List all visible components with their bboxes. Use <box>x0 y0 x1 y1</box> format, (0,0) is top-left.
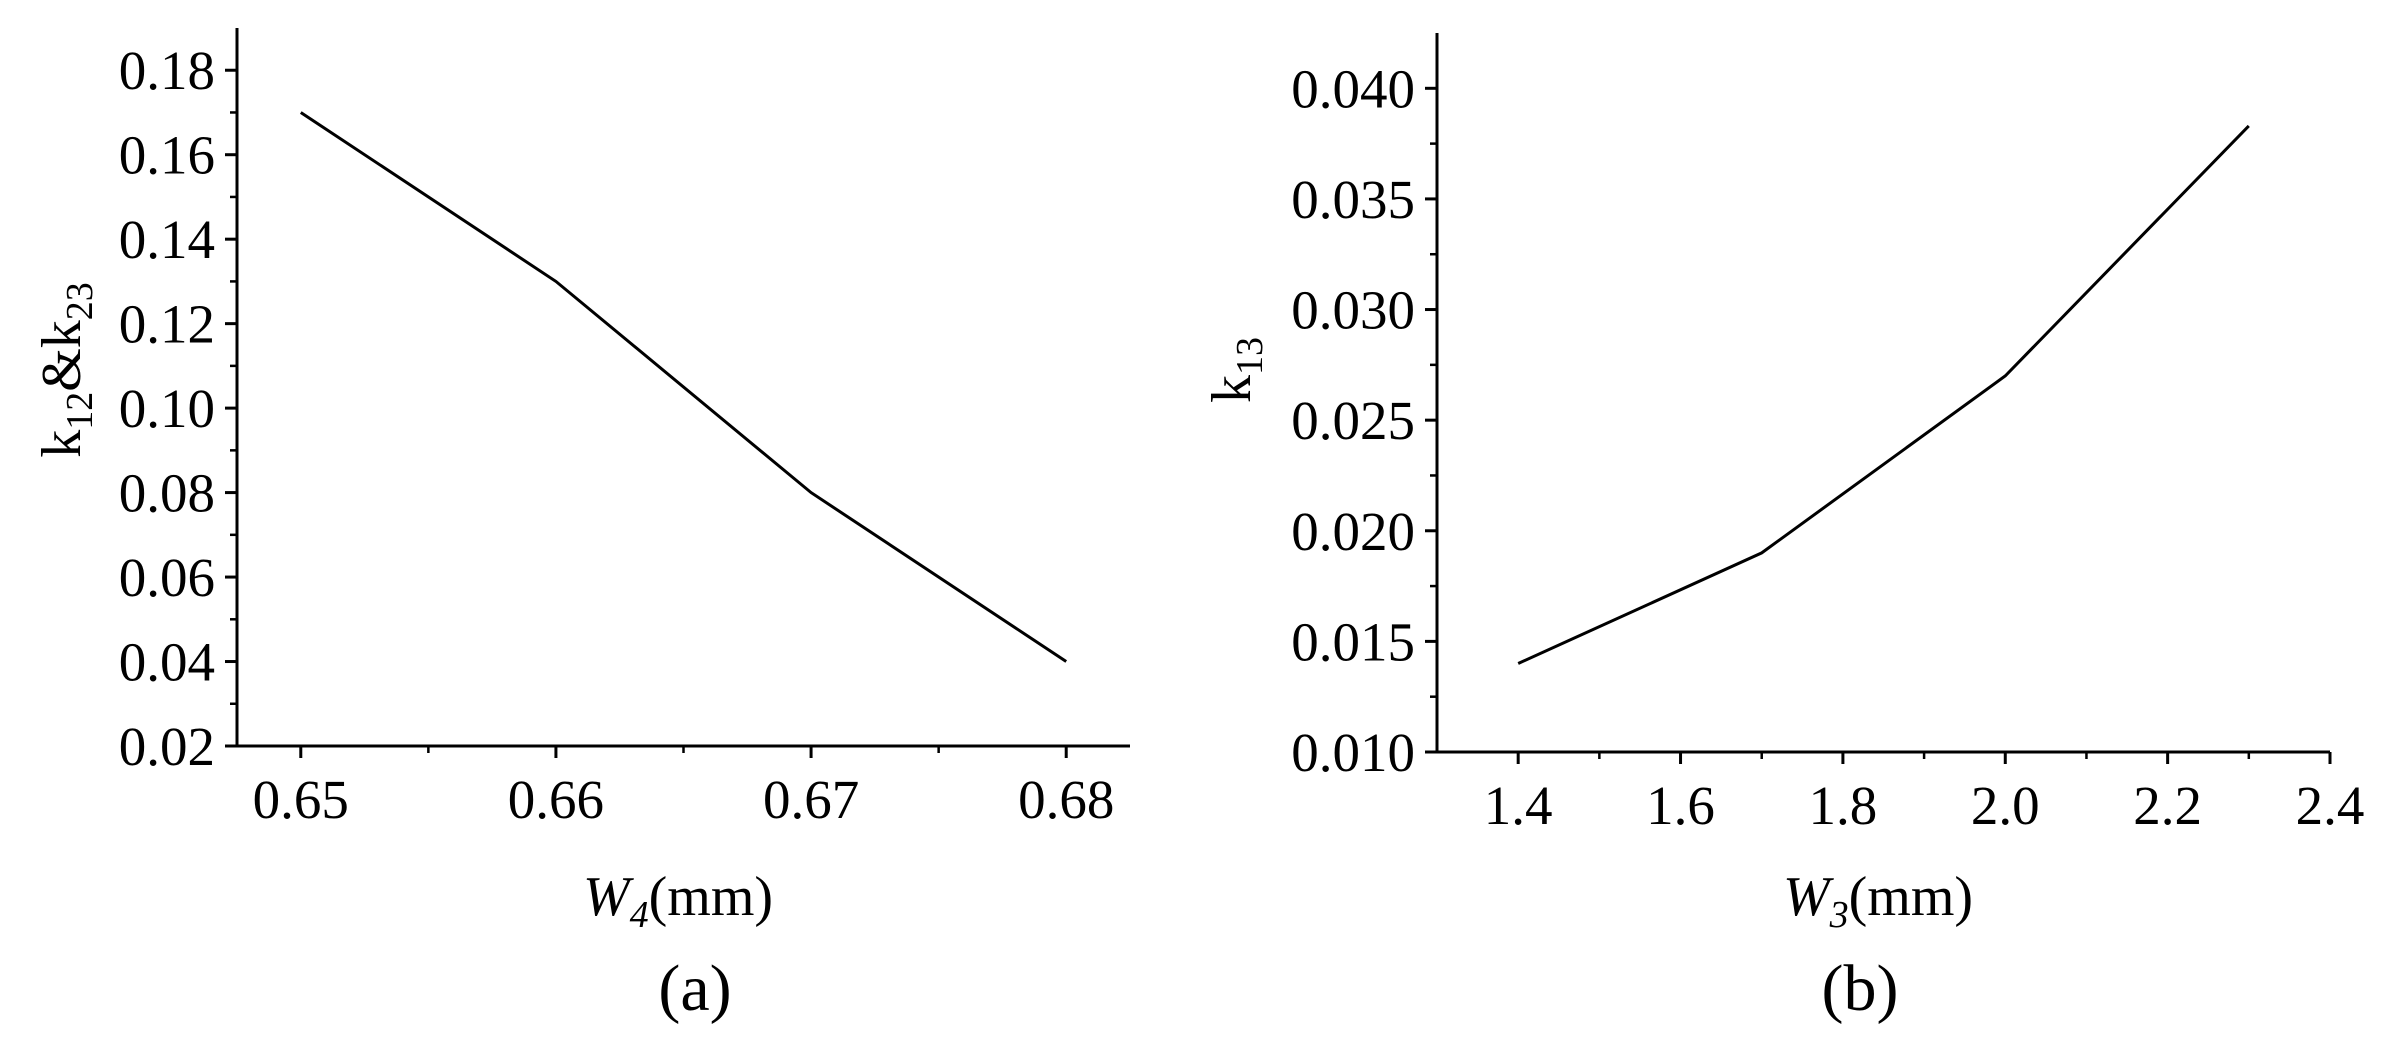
y-tick-label-a: 0.14 <box>119 209 215 270</box>
x-tick-label-a: 0.68 <box>1018 769 1114 830</box>
y-tick-label-a: 0.12 <box>119 294 215 355</box>
x-tick-label-b: 2.4 <box>2296 775 2365 836</box>
y-tick-label-a: 0.04 <box>119 632 215 693</box>
plot-area-a <box>299 111 1068 663</box>
x-tick-label-b: 1.4 <box>1484 775 1553 836</box>
plot-area-b <box>1517 124 2250 665</box>
y-tick-label-b: 0.010 <box>1291 722 1415 783</box>
y-tick-label-b: 0.035 <box>1291 169 1415 230</box>
x-tick-label-a: 0.67 <box>763 769 859 830</box>
y-axis-title-b: k13 <box>1201 337 1271 403</box>
y-tick-label-a: 0.18 <box>119 40 215 101</box>
x-tick-label-b: 1.6 <box>1646 775 1715 836</box>
y-tick-label-b: 0.025 <box>1291 390 1415 451</box>
y-tick-label-b: 0.015 <box>1291 611 1415 672</box>
x-tick-label-b: 1.8 <box>1809 775 1878 836</box>
x-axis-title-a: W4(mm) <box>583 866 773 936</box>
x-tick-label-a: 0.66 <box>508 769 604 830</box>
ticks-a: 0.02 0.04 0.06 0.08 0.10 0.12 0.14 0.16 0.18 0.65… <box>119 40 1115 830</box>
chart-panel-b: 0.010 0.015 0.020 0.025 0.030 0.035 0.040 1.4 1.… <box>1201 33 2364 1025</box>
series-line-b <box>1517 124 2250 665</box>
caption-b: (b) <box>1822 952 1899 1025</box>
y-tick-label-b: 0.020 <box>1291 501 1415 562</box>
y-tick-label-b: 0.030 <box>1291 280 1415 341</box>
y-tick-label-a: 0.08 <box>119 463 215 524</box>
ticks-b: 0.010 0.015 0.020 0.025 0.030 0.035 0.040 1.4 1.… <box>1291 58 2364 836</box>
x-tick-label-b: 2.0 <box>1971 775 2040 836</box>
y-tick-label-a: 0.16 <box>119 125 215 186</box>
x-axis-title-b: W3(mm) <box>1783 866 1973 936</box>
caption-a: (a) <box>658 952 731 1025</box>
series-line-a <box>299 111 1068 663</box>
x-tick-label-a: 0.65 <box>253 769 349 830</box>
x-tick-label-b: 2.2 <box>2133 775 2202 836</box>
y-axis-title-a: k12&k23 <box>31 282 101 458</box>
y-tick-label-b: 0.040 <box>1291 58 1415 119</box>
y-tick-label-a: 0.10 <box>119 378 215 439</box>
axes-b <box>1435 33 2330 754</box>
y-tick-label-a: 0.06 <box>119 547 215 608</box>
chart-panel-a: 0.02 0.04 0.06 0.08 0.10 0.12 0.14 0.16 0.18 0.65… <box>31 28 1130 1025</box>
y-tick-label-a: 0.02 <box>119 716 215 777</box>
